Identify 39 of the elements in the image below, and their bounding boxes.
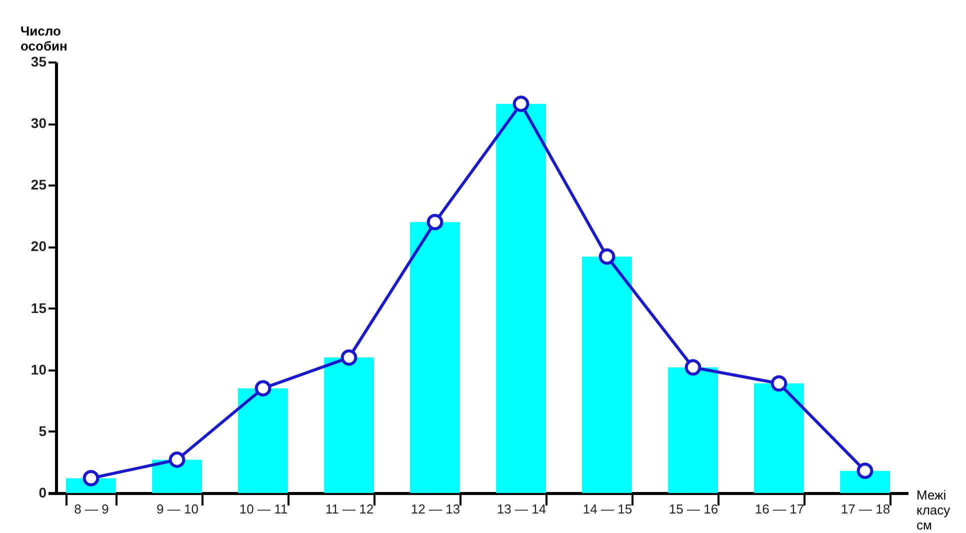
x-tick-label: 12 — 13 — [410, 502, 460, 516]
point — [426, 214, 444, 230]
point — [598, 248, 616, 265]
point — [856, 462, 874, 480]
point — [340, 349, 358, 366]
bar — [496, 104, 546, 493]
x-tick-label: 10 — 11 — [239, 502, 288, 516]
y-tick-label: 15 — [30, 300, 47, 316]
y-tick-label: 10 — [30, 361, 47, 378]
point — [82, 470, 100, 486]
y-tick-label: 35 — [30, 54, 47, 70]
y-tick-label: 20 — [30, 238, 47, 254]
y-tick-label: 5 — [38, 422, 47, 439]
x-tick-label: 11 — 12 — [325, 502, 374, 516]
x-tick-label: 13 — 14 — [496, 502, 546, 516]
bar — [152, 460, 202, 493]
point — [254, 380, 272, 397]
point — [168, 452, 186, 468]
bar — [410, 222, 460, 493]
x-tick-label: 15 — 16 — [668, 502, 718, 516]
point — [684, 359, 702, 376]
bar — [238, 388, 288, 493]
bar — [668, 367, 718, 493]
point — [512, 96, 530, 112]
y-tick-label: 30 — [30, 115, 47, 132]
x-tick-label: 8 — 9 — [74, 502, 109, 516]
bar — [582, 256, 632, 493]
x-tick-label: 17 — 18 — [840, 502, 890, 516]
x-tick-label: 16 — 17 — [754, 502, 804, 516]
y-tick-label: 0 — [38, 484, 47, 500]
bar — [754, 383, 804, 493]
x-tick-label: 9 — 10 — [156, 502, 198, 516]
x-tick-label: 14 — 15 — [582, 502, 632, 516]
point — [770, 375, 788, 392]
y-tick-label: 25 — [30, 176, 47, 193]
x-axis-title: Межі класу см — [916, 488, 951, 532]
bar — [324, 358, 374, 493]
bar — [840, 470, 890, 493]
y-axis-title: Число особин — [20, 24, 68, 54]
